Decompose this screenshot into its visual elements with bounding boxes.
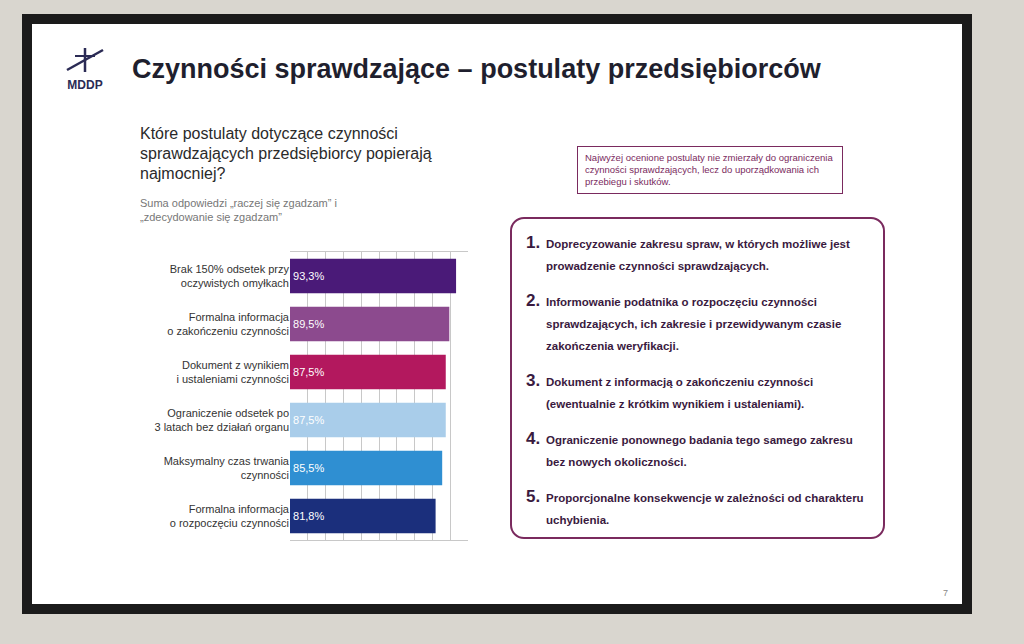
svg-text:85,5%: 85,5%	[293, 462, 324, 474]
html-text:Które postulaty dotyczące czyn: Które postulaty dotyczące czynności spra…	[140, 125, 432, 182]
html-text:Suma odpowiedzi „raczej się zg: Suma odpowiedzi „raczej się zgadzam” i „…	[140, 197, 337, 223]
svg-text:Formalna informacjao rozpoczęc: Formalna informacjao rozpoczęciu czynnoś…	[170, 503, 290, 529]
svg-text:87,5%: 87,5%	[293, 414, 324, 426]
html-text:Czynności sprawdzające – postu: Czynności sprawdzające – postulaty przed…	[132, 54, 821, 84]
html-text:3. Dokument z informacją o zak: 3. Dokument z informacją o zakończeniu c…	[526, 371, 814, 410]
svg-text:Brak 150% odsetek przyoczywist: Brak 150% odsetek przyoczywistych omyłka…	[170, 263, 290, 289]
svg-text:Dokument z wynikiemi ustalenia: Dokument z wynikiemi ustaleniami czynnoś…	[177, 359, 290, 385]
html-text:MDDP: MDDP	[67, 78, 103, 92]
svg-text:Formalna informacjao zakończen: Formalna informacjao zakończeniu czynnoś…	[167, 311, 290, 337]
svg-text:89,5%: 89,5%	[293, 318, 324, 330]
svg-text:93,3%: 93,3%	[293, 270, 324, 282]
html-text:5. Proporcjonalne konsekwencje: 5. Proporcjonalne konsekwencje w zależno…	[526, 487, 864, 526]
html-text:7: 7	[943, 588, 948, 598]
html-text:4. Ograniczenie ponownego bada: 4. Ograniczenie ponownego badania tego s…	[526, 429, 853, 468]
svg-text:81,8%: 81,8%	[293, 510, 324, 522]
html-text:Najwyżej ocenione postulaty ni: Najwyżej ocenione postulaty nie zmierzał…	[585, 152, 833, 187]
html-text:1. Doprecyzowanie zakresu spra: 1. Doprecyzowanie zakresu spraw, w który…	[526, 233, 850, 272]
html-text:2. Informowanie podatnika o ro: 2. Informowanie podatnika o rozpoczęciu …	[526, 291, 842, 352]
svg-text:87,5%: 87,5%	[293, 366, 324, 378]
svg-text:Ograniczenie odsetek po3 latac: Ograniczenie odsetek po3 latach bez dzia…	[154, 407, 289, 433]
svg-text:Maksymalny czas trwaniaczynnoś: Maksymalny czas trwaniaczynności	[164, 455, 290, 481]
